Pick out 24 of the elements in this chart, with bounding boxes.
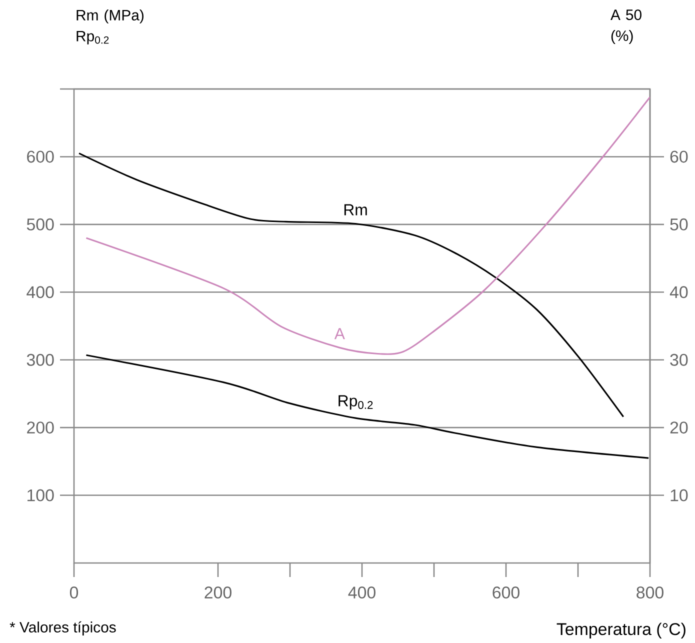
series-label: Rm — [344, 204, 367, 216]
y2-axis-title: A 50 (%) — [610, 10, 642, 44]
y2-tick-label: 20 — [670, 422, 688, 434]
x-tick-label: 800 — [636, 586, 664, 599]
y2-tick-label: 50 — [670, 218, 688, 230]
y-tick-label: 600 — [27, 150, 54, 163]
series-label: A — [334, 328, 345, 340]
x-axis-title: Temperatura (°C) — [556, 622, 686, 638]
y-tick-label: 500 — [26, 218, 54, 230]
y-tick-label: 100 — [28, 489, 54, 502]
series-label: Rp$_{0.2}$ — [338, 395, 373, 410]
y-tick-label: 200 — [27, 422, 54, 434]
y2-tick-label: 10 — [670, 489, 688, 502]
x-tick-label: 200 — [204, 586, 232, 599]
y-tick-label: 300 — [26, 354, 54, 366]
y2-tick-label: 60 — [670, 150, 688, 163]
y-tick-label: 400 — [26, 286, 54, 298]
x-tick-label: 0 — [70, 586, 78, 599]
y2-tick-label: 40 — [670, 286, 688, 298]
y2-tick-label: 30 — [670, 354, 688, 366]
x-tick-label: 400 — [348, 586, 376, 599]
text: * Valores típicos — [10, 621, 116, 636]
y-axis-title: Rm (MPa) Rp$_{0.2}$ — [76, 10, 144, 44]
x-tick-label: 600 — [492, 586, 520, 599]
